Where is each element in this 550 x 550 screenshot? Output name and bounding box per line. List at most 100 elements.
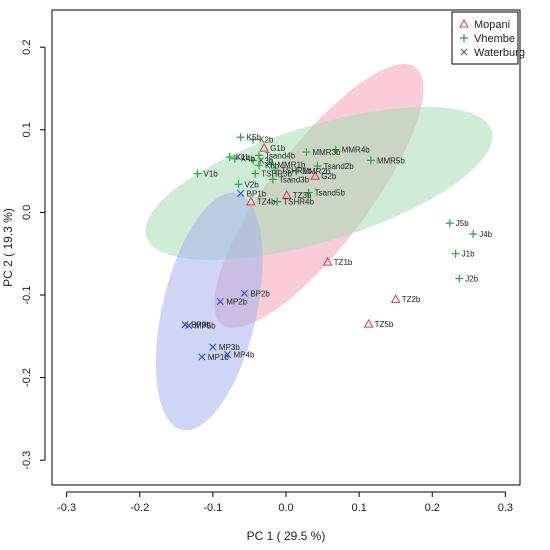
x-tick-label: 0.3 — [498, 502, 513, 514]
point-tz5b-label: TZ5b — [375, 320, 394, 329]
point-bp3b-label: BP3b — [191, 321, 211, 330]
point-j4b-marker — [469, 229, 478, 238]
point-tsand3b-marker — [268, 175, 277, 184]
legend-item-vhembe-label: Vhembe — [474, 33, 515, 45]
point-mp2b-label: MP2b — [226, 298, 247, 307]
point-bp1b-marker — [237, 189, 245, 197]
point-k1b-label: K1b — [236, 153, 251, 162]
legend-item-mopani-marker — [459, 18, 469, 28]
legend-item-waterburg-marker — [460, 48, 468, 56]
point-tshr4b-label: TSHR4b — [283, 198, 314, 207]
point-mmr4b-label: MMR4b — [342, 146, 371, 155]
point-v1b-marker — [193, 169, 202, 178]
point-bp1b-label: BP1b — [247, 189, 267, 198]
point-tshr3b-marker — [251, 169, 260, 178]
point-tshr4b-marker — [273, 197, 282, 206]
point-k4b-marker — [230, 154, 239, 163]
point-mmr5b-marker — [366, 156, 375, 165]
point-mmr2b-label: MMR2b — [302, 167, 331, 176]
confidence-ellipses — [145, 63, 493, 431]
point-g1b-marker — [259, 142, 269, 152]
x-tick-label: 0.1 — [351, 502, 366, 514]
point-tz4b-marker — [246, 196, 256, 206]
point-j4b-label: J4b — [479, 230, 492, 239]
point-k3b-marker — [249, 156, 258, 165]
point-k3b-label: K3b — [259, 156, 274, 165]
y-axis-title: PC 2 ( 19.3 %) — [1, 208, 15, 287]
point-j2b-marker — [455, 274, 464, 283]
point-k6b-label: K6b — [265, 161, 280, 170]
point-tsand5b-marker — [304, 188, 313, 197]
point-tz2b-label: TZ2b — [402, 295, 421, 304]
point-mp5b-label: MP5b — [195, 322, 216, 331]
point-bp2b-label: BP2b — [250, 289, 270, 298]
point-tshr1b-marker — [271, 166, 280, 175]
point-g2b-label: G2b — [321, 172, 337, 181]
point-mmr3b-marker — [302, 148, 311, 157]
point-mmr3b-label: MMR3b — [312, 148, 341, 157]
y-tick-label: -0.3 — [21, 451, 33, 470]
point-tz1b-label: TZ1b — [334, 258, 353, 267]
point-tshr1b-label: TSHR1b — [281, 166, 312, 175]
point-mmr5b-label: MMR5b — [377, 156, 406, 165]
point-j2b-label: J2b — [465, 274, 478, 283]
point-mp4b-label: MP4b — [234, 350, 255, 359]
y-tick-label: 0.1 — [21, 122, 33, 137]
point-tsand4b-label: Tsand4b — [265, 151, 296, 160]
point-bp2b-marker — [240, 289, 248, 297]
point-tsand3b-label: Tsand3b — [279, 175, 310, 184]
x-axis: -0.3 -0.2 -0.1 0.0 0.1 0.2 0.3 — [57, 491, 513, 514]
point-tz1b-marker — [322, 256, 333, 266]
legend-item-vhembe-marker — [460, 34, 468, 42]
legend-item-mopani-label: Mopani — [474, 19, 510, 31]
point-k4b-label: K4b — [241, 155, 256, 164]
data-points — [181, 133, 478, 361]
point-mmr1b-marker — [267, 160, 276, 169]
point-g1b-label: G1b — [270, 144, 286, 153]
point-k1b-marker — [225, 153, 234, 162]
point-mp3b-marker — [209, 343, 217, 351]
point-mmr4b-marker — [331, 145, 340, 154]
point-k5b-label: K5b — [247, 133, 262, 142]
x-axis-title: PC 1 ( 29.5 %) — [247, 529, 326, 543]
x-tick-label: -0.1 — [203, 502, 222, 514]
point-v2b-marker — [234, 180, 243, 189]
x-tick-label: 0.0 — [278, 502, 293, 514]
point-tsand5b-label: Tsand5b — [315, 189, 346, 198]
point-tshr3b-label: TSHR3b — [261, 170, 292, 179]
point-tz3b-marker — [281, 190, 292, 199]
point-tz5b-marker — [363, 318, 374, 328]
y-axis: -0.3 -0.2 -0.1 0.0 0.1 0.2 — [21, 40, 46, 470]
point-j1b-label: J1b — [462, 250, 475, 259]
plot-frame — [51, 9, 521, 486]
point-mp1b-marker — [198, 353, 206, 361]
point-k6b-marker — [254, 161, 263, 170]
point-mp3b-label: MP3b — [219, 343, 240, 352]
x-tick-label: -0.2 — [130, 502, 149, 514]
point-mp5b-marker — [185, 321, 193, 330]
point-mp1b-label: MP1b — [208, 353, 229, 362]
point-tsand2b-label: Tsand2b — [323, 162, 354, 171]
legend: Mopani Vhembe Waterburg — [451, 11, 525, 65]
point-j5b-marker — [445, 219, 454, 228]
point-mmr2b-marker — [292, 167, 301, 176]
y-tick-label: -0.2 — [21, 368, 33, 387]
point-tsand4b-marker — [254, 151, 263, 160]
y-tick-label: 0.0 — [21, 205, 33, 220]
point-j5b-label: J5b — [456, 219, 469, 228]
point-tz2b-marker — [390, 294, 401, 303]
point-mp2b-marker — [216, 298, 224, 306]
x-tick-label: -0.3 — [57, 502, 76, 514]
point-v2b-label: V2b — [244, 180, 259, 189]
point-v1b-label: V1b — [204, 170, 219, 179]
point-tsand2b-marker — [313, 162, 322, 171]
y-tick-label: -0.1 — [21, 286, 33, 305]
legend-item-waterburg-label: Waterburg — [474, 47, 525, 59]
point-j1b-marker — [451, 249, 460, 258]
ellipse-waterburg — [155, 192, 263, 431]
y-tick-label: 0.2 — [21, 40, 33, 55]
point-mp4b-marker — [223, 350, 232, 359]
point-k2b-label: K2b — [259, 136, 274, 145]
